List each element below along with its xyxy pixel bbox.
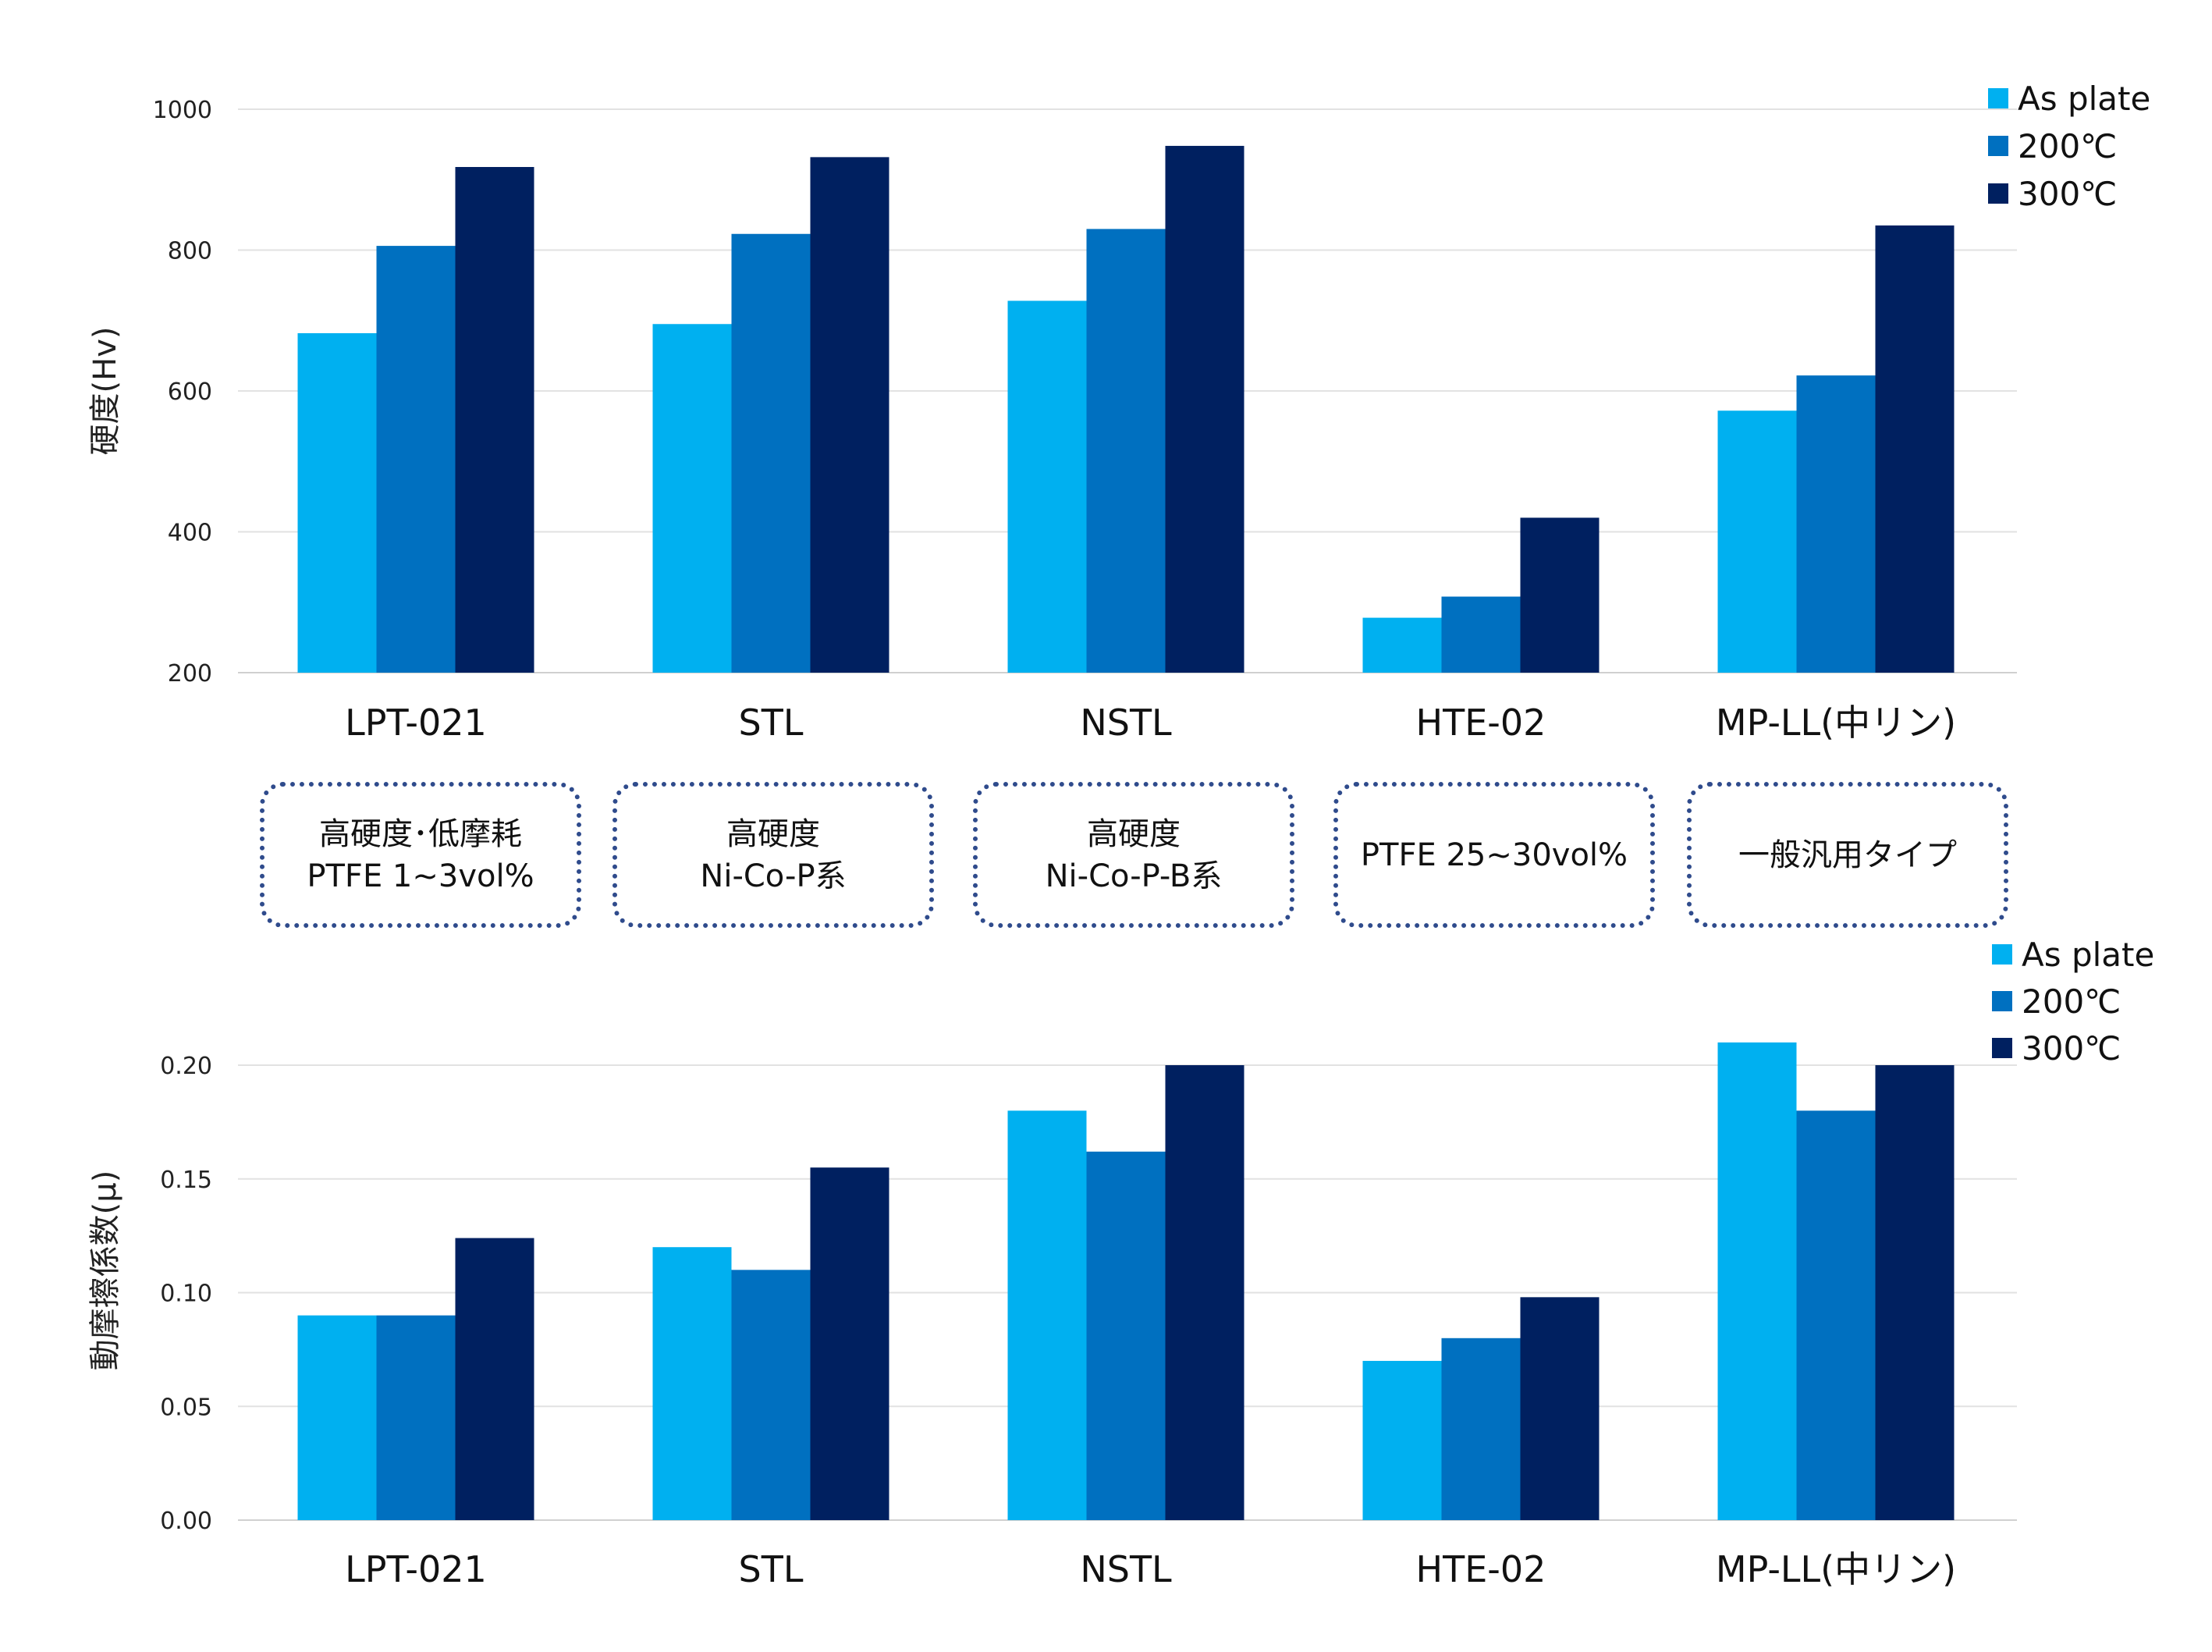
legend-label: 300℃ [2022,1029,2121,1068]
bar-LPT-021-300℃ [455,167,534,673]
bar-LPT-021-200℃ [376,246,456,673]
bar-MP-LL(中リン)-300℃ [1875,1065,1955,1520]
category-label: MP-LL(中リン) [1716,702,1956,744]
bar-STL-200℃ [731,1270,811,1520]
y-tick-label: 1000 [153,97,212,124]
bar-LPT-021-300℃ [455,1238,534,1520]
y-tick-label: 400 [168,520,212,547]
bar-STL-200℃ [731,233,811,673]
category-label: NSTL [1080,702,1172,744]
y-axis-title: 動摩擦係数(μ) [87,1171,123,1371]
y-axis-title: 硬度(Hv) [87,327,123,456]
note-line: 高硬度･低摩耗 [319,815,522,852]
note-box-mp-ll: 一般汎用タイプ [1687,782,2008,928]
note-line: PTFE 1~3vol% [307,858,534,894]
y-tick-label: 200 [168,660,212,687]
bar-HTE-02-300℃ [1520,1297,1600,1520]
bar-NSTL-As plate [1007,1110,1087,1520]
note-box-nstl: 高硬度 Ni-Co-P-B系 [973,782,1294,928]
y-tick-label: 0.10 [160,1281,212,1308]
category-label: HTE-02 [1416,702,1546,744]
y-tick-label: 0.20 [160,1053,212,1080]
legend-label: As plate [2022,936,2154,974]
legend-swatch [1992,944,2012,965]
bar-MP-LL(中リン)-As plate [1717,1042,1797,1520]
note-line: 高硬度 [726,815,820,852]
legend-swatch [1988,88,2008,108]
bar-HTE-02-As plate [1362,617,1442,673]
legend-label: As plate [2018,80,2150,118]
category-label: HTE-02 [1416,1548,1546,1590]
note-line: 一般汎用タイプ [1738,837,1957,873]
y-tick-label: 0.05 [160,1394,212,1421]
y-tick-label: 0.00 [160,1508,212,1535]
note-line: PTFE 25~30vol% [1360,837,1628,873]
note-line: Ni-Co-P-B系 [1045,858,1223,894]
note-box-hte-02: PTFE 25~30vol% [1333,782,1655,928]
legend-swatch [1992,991,2012,1011]
bar-HTE-02-As plate [1362,1360,1442,1520]
hardness-chart: 200 400 600 800 1000 LPT-021 STL NSTL HTE-02 MP-L… [87,80,2150,744]
category-label: MP-LL(中リン) [1716,1548,1956,1590]
bar-LPT-021-As plate [297,1315,377,1520]
note-line: Ni-Co-P系 [700,858,847,894]
category-label: STL [739,1548,804,1590]
bar-STL-As plate [652,324,732,673]
legend-swatch [1992,1038,2012,1058]
bar-STL-300℃ [810,157,889,673]
bar-NSTL-200℃ [1086,1151,1166,1520]
bar-STL-300℃ [810,1167,889,1520]
y-tick-label: 800 [168,238,212,265]
bar-MP-LL(中リン)-200℃ [1796,1110,1876,1520]
bar-STL-As plate [652,1247,732,1520]
bar-MP-LL(中リン)-200℃ [1796,375,1876,673]
bar-LPT-021-200℃ [376,1315,456,1520]
bar-HTE-02-300℃ [1520,517,1600,673]
bar-NSTL-200℃ [1086,229,1166,673]
bar-NSTL-300℃ [1165,145,1244,673]
bar-MP-LL(中リン)-As plate [1717,410,1797,673]
legend-label: 200℃ [2022,982,2121,1021]
note-box-stl: 高硬度 Ni-Co-P系 [612,782,934,928]
note-line: 高硬度 [1087,815,1181,852]
bar-MP-LL(中リン)-300℃ [1875,225,1955,673]
bar-LPT-021-As plate [297,332,377,673]
note-box-lpt-021: 高硬度･低摩耗 PTFE 1~3vol% [260,782,581,928]
legend-swatch [1988,183,2008,204]
legend-label: 200℃ [2018,127,2117,165]
category-label: STL [739,702,804,744]
legend-swatch [1988,136,2008,156]
y-tick-label: 0.15 [160,1167,212,1194]
bar-NSTL-As plate [1007,300,1087,673]
legend-label: 300℃ [2018,175,2117,213]
category-label: LPT-021 [345,702,487,744]
friction-chart: 0.00 0.05 0.10 0.15 0.20 LPT-021 STL NSTL HTE-02… [87,936,2154,1590]
bar-NSTL-300℃ [1165,1065,1244,1520]
category-label: NSTL [1080,1548,1172,1590]
category-label: LPT-021 [345,1548,487,1590]
bar-HTE-02-200℃ [1441,596,1521,673]
y-tick-label: 600 [168,378,212,406]
bar-HTE-02-200℃ [1441,1338,1521,1520]
